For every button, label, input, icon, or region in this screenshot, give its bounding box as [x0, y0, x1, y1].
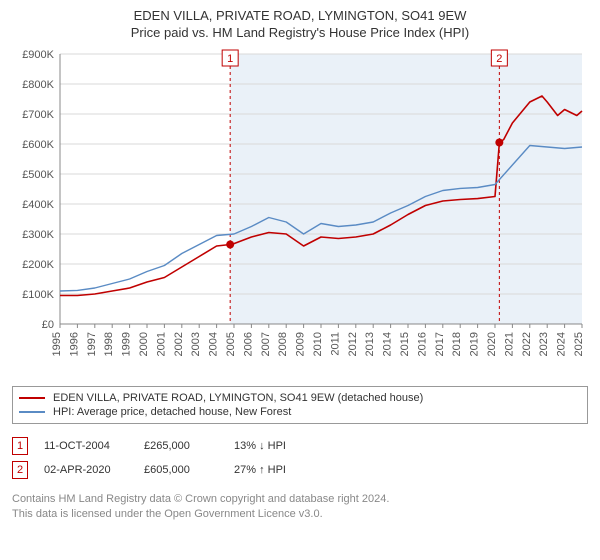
- svg-text:£400K: £400K: [22, 199, 54, 211]
- svg-text:2003: 2003: [190, 332, 202, 356]
- legend-item: EDEN VILLA, PRIVATE ROAD, LYMINGTON, SO4…: [19, 391, 581, 405]
- legend-label: EDEN VILLA, PRIVATE ROAD, LYMINGTON, SO4…: [53, 392, 423, 404]
- svg-text:£800K: £800K: [22, 79, 54, 91]
- sale-date: 02-APR-2020: [44, 464, 144, 476]
- sale-date: 11-OCT-2004: [44, 440, 144, 452]
- svg-text:2013: 2013: [364, 332, 376, 356]
- svg-text:2001: 2001: [155, 332, 167, 356]
- svg-text:£0: £0: [42, 319, 54, 331]
- svg-text:£700K: £700K: [22, 109, 54, 121]
- legend-swatch: [19, 397, 45, 399]
- svg-text:2010: 2010: [312, 332, 324, 356]
- sale-delta: 13% ↓ HPI: [234, 440, 354, 452]
- svg-text:2022: 2022: [521, 332, 533, 356]
- footer-line-2: This data is licensed under the Open Gov…: [12, 507, 588, 522]
- svg-text:1998: 1998: [103, 332, 115, 356]
- svg-text:£100K: £100K: [22, 289, 54, 301]
- svg-text:£600K: £600K: [22, 139, 54, 151]
- chart-subtitle: Price paid vs. HM Land Registry's House …: [12, 25, 588, 40]
- legend-swatch: [19, 411, 45, 413]
- svg-text:2006: 2006: [242, 332, 254, 356]
- svg-text:2020: 2020: [486, 332, 498, 356]
- sale-price: £605,000: [144, 464, 234, 476]
- svg-text:1: 1: [227, 53, 233, 65]
- footer-note: Contains HM Land Registry data © Crown c…: [12, 492, 588, 522]
- sale-row: 1 11-OCT-2004£265,00013% ↓ HPI: [12, 434, 588, 458]
- svg-text:2016: 2016: [416, 332, 428, 356]
- svg-text:2008: 2008: [277, 332, 289, 356]
- svg-text:£500K: £500K: [22, 169, 54, 181]
- svg-text:2023: 2023: [538, 332, 550, 356]
- svg-text:£300K: £300K: [22, 229, 54, 241]
- svg-text:2009: 2009: [295, 332, 307, 356]
- sale-row: 2 02-APR-2020£605,00027% ↑ HPI: [12, 458, 588, 482]
- svg-text:2005: 2005: [225, 332, 237, 356]
- svg-text:1995: 1995: [51, 332, 63, 356]
- svg-text:£900K: £900K: [22, 49, 54, 61]
- chart-area: £0 £100K £200K £300K £400K £500K £600K £700K £80…: [12, 48, 588, 358]
- svg-text:2021: 2021: [503, 332, 515, 356]
- footer-line-1: Contains HM Land Registry data © Crown c…: [12, 492, 588, 507]
- svg-text:2018: 2018: [451, 332, 463, 356]
- sales-table: 1 11-OCT-2004£265,00013% ↓ HPI 2 02-APR-202…: [12, 434, 588, 482]
- svg-text:2012: 2012: [347, 332, 359, 356]
- svg-text:2011: 2011: [329, 332, 341, 356]
- svg-text:2014: 2014: [382, 332, 394, 356]
- legend: EDEN VILLA, PRIVATE ROAD, LYMINGTON, SO4…: [12, 386, 588, 424]
- svg-text:2017: 2017: [434, 332, 446, 356]
- svg-text:2004: 2004: [208, 332, 220, 356]
- price-line-chart: £0 £100K £200K £300K £400K £500K £600K £700K £80…: [12, 48, 588, 358]
- sale-price: £265,000: [144, 440, 234, 452]
- svg-text:2024: 2024: [556, 332, 568, 356]
- sale-marker-box: 2: [12, 461, 28, 479]
- svg-text:2: 2: [496, 53, 502, 65]
- svg-text:1999: 1999: [121, 332, 133, 356]
- chart-container: EDEN VILLA, PRIVATE ROAD, LYMINGTON, SO4…: [0, 0, 600, 532]
- legend-label: HPI: Average price, detached house, New …: [53, 406, 291, 418]
- svg-text:2000: 2000: [138, 332, 150, 356]
- svg-text:2015: 2015: [399, 332, 411, 356]
- svg-text:2025: 2025: [573, 332, 585, 356]
- svg-text:1996: 1996: [68, 332, 80, 356]
- sale-marker-box: 1: [12, 437, 28, 455]
- svg-text:2007: 2007: [260, 332, 272, 356]
- svg-text:2019: 2019: [469, 332, 481, 356]
- svg-text:1997: 1997: [86, 332, 98, 356]
- title-block: EDEN VILLA, PRIVATE ROAD, LYMINGTON, SO4…: [12, 8, 588, 40]
- svg-text:2002: 2002: [173, 332, 185, 356]
- chart-title: EDEN VILLA, PRIVATE ROAD, LYMINGTON, SO4…: [12, 8, 588, 23]
- svg-text:£200K: £200K: [22, 259, 54, 271]
- sale-delta: 27% ↑ HPI: [234, 464, 354, 476]
- legend-item: HPI: Average price, detached house, New …: [19, 405, 581, 419]
